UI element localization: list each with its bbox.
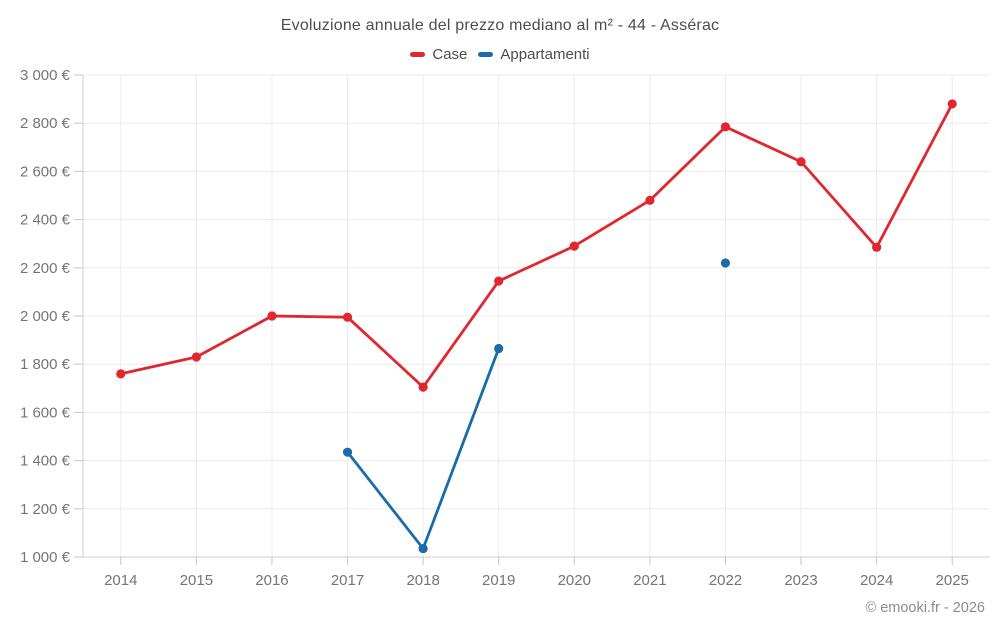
tick-marks	[74, 74, 953, 565]
marker-case-2025[interactable]	[947, 99, 957, 109]
x-axis-label: 2018	[406, 572, 439, 589]
legend-swatch-case-icon	[410, 52, 426, 57]
y-axis-label: 1 200 €	[20, 501, 71, 518]
marker-case-2016[interactable]	[267, 311, 277, 321]
y-axis-label: 2 800 €	[20, 115, 71, 132]
legend-item-case[interactable]: Case	[410, 46, 467, 63]
marker-case-2015[interactable]	[191, 352, 201, 362]
x-axis-labels: 2014 2015 2016 2017 2018 2019 2020 2021 2022 2023…	[104, 572, 969, 589]
marker-case-2018[interactable]	[418, 382, 428, 392]
series-case	[116, 99, 957, 392]
y-axis-label: 2 200 €	[20, 260, 71, 277]
line-case	[119, 102, 954, 389]
legend: Case Appartamenti	[0, 46, 1000, 63]
y-axis-label: 2 600 €	[20, 163, 71, 180]
x-axis-label: 2021	[633, 572, 666, 589]
marker-case-2023[interactable]	[796, 157, 806, 167]
marker-case-2014[interactable]	[116, 369, 126, 379]
y-axis-label: 1 600 €	[20, 404, 71, 421]
chart-title: Evoluzione annuale del prezzo mediano al…	[280, 17, 720, 34]
legend-label-appartamenti: Appartamenti	[500, 46, 590, 63]
marker-case-2021[interactable]	[645, 195, 655, 205]
x-axis-label: 2022	[709, 572, 742, 589]
x-axis-label: 2017	[331, 572, 364, 589]
marker-appartamenti-2022[interactable]	[720, 258, 731, 268]
y-axis-labels: 1 000 € 1 200 € 1 400 € 1 600 € 1 800 € 2 000…	[20, 67, 71, 566]
copyright-footer: © emooki.fr - 2026	[865, 600, 985, 616]
y-axis-label: 2 400 €	[20, 212, 71, 229]
marker-case-2022[interactable]	[720, 122, 731, 132]
x-axis-label: 2014	[104, 572, 137, 589]
marker-appartamenti-2018[interactable]	[418, 543, 428, 554]
x-axis-label: 2015	[180, 572, 213, 589]
x-axis-label: 2019	[482, 572, 515, 589]
legend-item-appartamenti[interactable]: Appartamenti	[478, 46, 590, 63]
y-axis-label: 1 000 €	[20, 549, 71, 566]
x-axis-label: 2016	[255, 572, 288, 589]
x-axis-label: 2025	[936, 572, 969, 589]
legend-swatch-appartamenti-icon	[478, 52, 494, 57]
marker-case-2024[interactable]	[872, 242, 882, 252]
y-axis-label: 1 400 €	[20, 453, 71, 470]
marker-appartamenti-2019[interactable]	[494, 343, 504, 354]
marker-case-2017[interactable]	[342, 312, 353, 322]
marker-case-2020[interactable]	[569, 241, 579, 251]
x-axis-label: 2023	[784, 572, 817, 589]
x-axis-label: 2020	[558, 572, 591, 589]
y-axis-label: 2 000 €	[20, 308, 71, 325]
y-axis-label: 1 800 €	[20, 356, 71, 373]
gridlines	[83, 74, 990, 557]
legend-label-case: Case	[432, 46, 468, 63]
x-axis-label: 2024	[860, 572, 893, 589]
marker-appartamenti-2017[interactable]	[342, 447, 353, 457]
y-axis-label: 3 000 €	[20, 67, 71, 84]
series-appartamenti	[342, 258, 731, 554]
marker-case-2019[interactable]	[494, 276, 504, 286]
